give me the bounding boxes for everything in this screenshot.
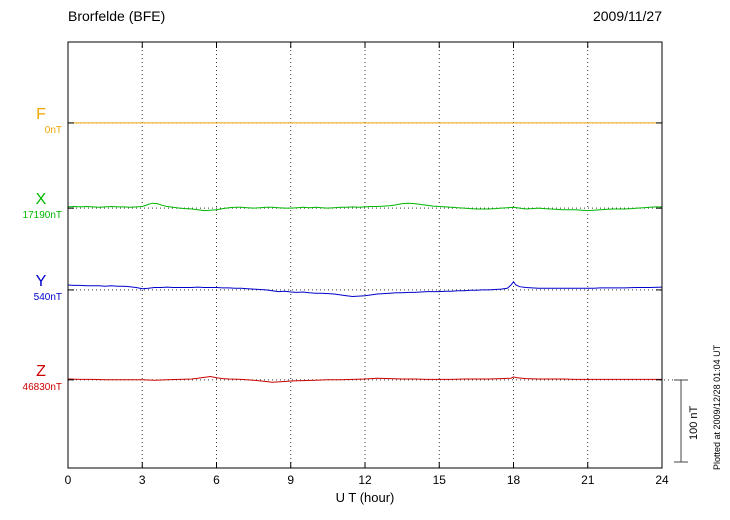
channel-Y-label: Y (35, 272, 47, 290)
x-tick-label: 21 (581, 473, 595, 487)
x-tick-label: 18 (506, 473, 521, 487)
station-title: Brorfelde (BFE) (68, 8, 166, 24)
plotted-at-note: Plotted at 2009/12/28 01:04 UT (712, 344, 722, 470)
observation-date: 2009/11/27 (592, 8, 662, 24)
x-tick-label: 6 (213, 473, 220, 487)
scale-bar-label: 100 nT (688, 405, 700, 441)
channel-X-baseline-value: 17190nT (22, 210, 62, 222)
channel-F-label: F (36, 105, 46, 123)
channel-X-label: X (35, 191, 47, 209)
channel-Y-baseline-value: 540nT (33, 291, 62, 303)
x-tick-label: 12 (358, 473, 372, 487)
x-axis-label: U T (hour) (335, 490, 395, 505)
trace-X (67, 202, 662, 212)
x-tick-label: 9 (287, 473, 295, 487)
channel-Z-baseline-value: 46830nT (22, 381, 62, 393)
x-tick-label: 24 (655, 473, 669, 487)
x-tick-label: 0 (64, 473, 72, 487)
trace-Z (67, 375, 662, 383)
channel-F-baseline-value: 0nT (44, 124, 62, 136)
x-tick-label: 15 (432, 473, 446, 487)
channel-Z-label: Z (36, 362, 46, 380)
x-tick-label: 3 (138, 473, 146, 487)
trace-Y (67, 280, 663, 298)
